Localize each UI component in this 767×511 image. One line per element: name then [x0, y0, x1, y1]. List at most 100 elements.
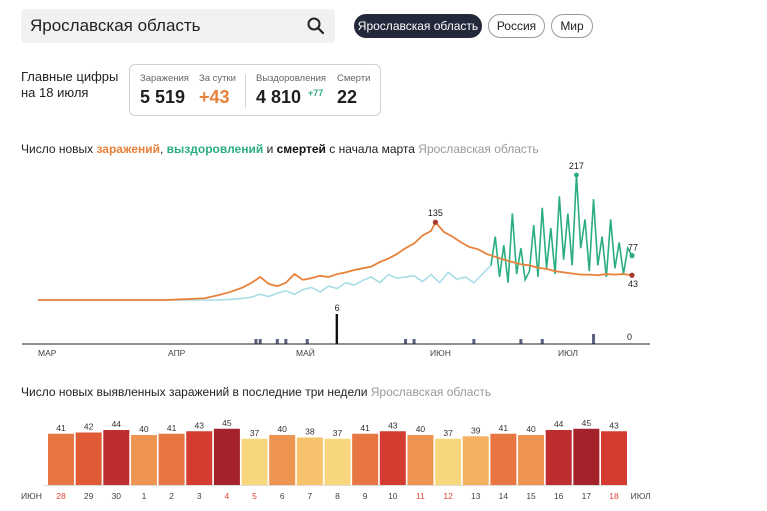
bar-value-label: 44	[112, 419, 122, 429]
bar-date-label: 12	[443, 491, 453, 501]
tab-world[interactable]: Мир	[551, 14, 593, 38]
bar	[296, 437, 323, 485]
deaths-bar	[254, 339, 258, 344]
bar	[379, 431, 406, 485]
bar-value-label: 44	[554, 419, 564, 429]
bar-date-label: 29	[84, 491, 94, 501]
bar	[75, 432, 102, 485]
card-divider	[245, 74, 246, 108]
bar	[352, 433, 379, 485]
deaths-bar	[335, 314, 339, 344]
chart1-title-suffix: с начала марта	[325, 142, 415, 156]
cases-label: Заражения	[140, 73, 189, 84]
bar-value-label: 37	[250, 428, 260, 438]
recovered-value: 4 810	[256, 87, 302, 107]
chart1-title-comma: ,	[160, 142, 167, 156]
deaths-end-label: 0	[627, 332, 632, 342]
deaths-bar	[404, 339, 408, 344]
search-icon[interactable]	[306, 16, 326, 36]
bar-date-label: 1	[142, 491, 147, 501]
deaths-bar	[540, 339, 544, 344]
bar	[48, 433, 74, 485]
recovered-end-marker	[629, 253, 635, 259]
bar-date-label: 11	[416, 491, 425, 501]
deaths-bar	[592, 334, 596, 344]
chart1-title-recovered: выздоровлений	[166, 142, 264, 156]
bar-value-label: 43	[388, 420, 398, 430]
bar-date-label: 14	[499, 491, 509, 501]
bar-date-label: 4	[225, 491, 230, 501]
bar-value-label: 37	[333, 428, 343, 438]
chart1-title: Число новых заражений, выздоровлений и с…	[21, 142, 539, 156]
chart1-title-prefix: Число новых	[21, 142, 97, 156]
deaths-bar	[258, 339, 262, 344]
bar-date-label: 15	[526, 491, 536, 501]
bar-value-label: 45	[222, 418, 232, 428]
bar-date-label: 9	[363, 491, 368, 501]
cases-peak-label: 135	[428, 208, 443, 218]
x-axis-month-label: ИЮЛ	[558, 348, 578, 358]
bar-date-label: 2	[169, 491, 174, 501]
chart1-title-deaths: смертей	[276, 142, 326, 156]
bar	[269, 435, 296, 485]
bar-date-label: 17	[582, 491, 592, 501]
cases-line	[38, 220, 633, 301]
bar	[490, 433, 517, 485]
chart2-title: Число новых выявленных заражений в после…	[21, 385, 491, 399]
bar	[518, 435, 545, 485]
bar-date-label: 7	[307, 491, 312, 501]
chart1-title-and: и	[263, 142, 277, 156]
stats-card: Заражения 5 519 За сутки +43 Выздоровлен…	[129, 64, 381, 116]
tab-russia[interactable]: Россия	[488, 14, 545, 38]
recovered-peak-marker	[574, 172, 579, 178]
key-figures-title-line2: на 18 июля	[21, 85, 89, 100]
search-box[interactable]: Ярославская область	[21, 9, 335, 43]
bar-date-label: 30	[112, 491, 122, 501]
x-axis-month-label: МАР	[38, 348, 57, 358]
bar	[213, 428, 240, 485]
bar-date-label: 10	[388, 491, 398, 501]
bar-value-label: 45	[582, 418, 592, 428]
chart1-title-region: Ярославская область	[418, 142, 539, 156]
chart2-title-text: Число новых выявленных заражений в после…	[21, 385, 368, 399]
bar-value-label: 41	[360, 423, 370, 433]
deaths-bar	[472, 339, 476, 344]
bar-value-label: 41	[56, 423, 66, 433]
cases-end-marker	[629, 272, 635, 278]
cases-value: 5 519	[140, 87, 186, 107]
bar-value-label: 39	[471, 425, 481, 435]
deaths-bar	[275, 339, 279, 344]
deaths-bar	[305, 339, 309, 344]
bar	[241, 438, 268, 485]
recovered-end-label: 77	[628, 243, 638, 253]
deaths-bar	[519, 339, 523, 344]
bar-value-label: 38	[305, 427, 315, 437]
bar-value-label: 42	[84, 422, 94, 432]
bar	[545, 430, 572, 485]
three-week-bar-chart: 4128422944304014124334543754063873784194…	[21, 418, 651, 501]
recovered-line-early	[38, 264, 492, 301]
recovered-delta: +77	[308, 88, 324, 98]
recovered-peak-label: 217	[569, 161, 584, 171]
bar-value-label: 43	[609, 420, 619, 430]
x-axis-month-label: АПР	[168, 348, 186, 358]
key-figures-title: Главные цифры на 18 июля	[21, 69, 118, 101]
bar	[462, 436, 489, 485]
bar	[573, 428, 600, 485]
bar-value-label: 40	[526, 424, 536, 434]
bar	[158, 433, 185, 485]
tab-region[interactable]: Ярославская область	[354, 14, 482, 38]
chart1-title-cases: заражений	[96, 142, 160, 156]
cases-end-label: 43	[628, 279, 638, 289]
bar-value-label: 43	[195, 420, 205, 430]
bar-value-label: 40	[416, 424, 426, 434]
bar-value-label: 40	[139, 424, 149, 434]
bar	[601, 431, 627, 485]
bar-date-label: 6	[280, 491, 285, 501]
deaths-peak-label: 6	[335, 303, 340, 313]
bar	[130, 435, 157, 485]
search-input[interactable]: Ярославская область	[30, 16, 201, 35]
x-axis-month-label: МАЙ	[296, 347, 315, 358]
deaths-value: 22	[337, 87, 358, 107]
deaths-bar	[412, 339, 416, 344]
